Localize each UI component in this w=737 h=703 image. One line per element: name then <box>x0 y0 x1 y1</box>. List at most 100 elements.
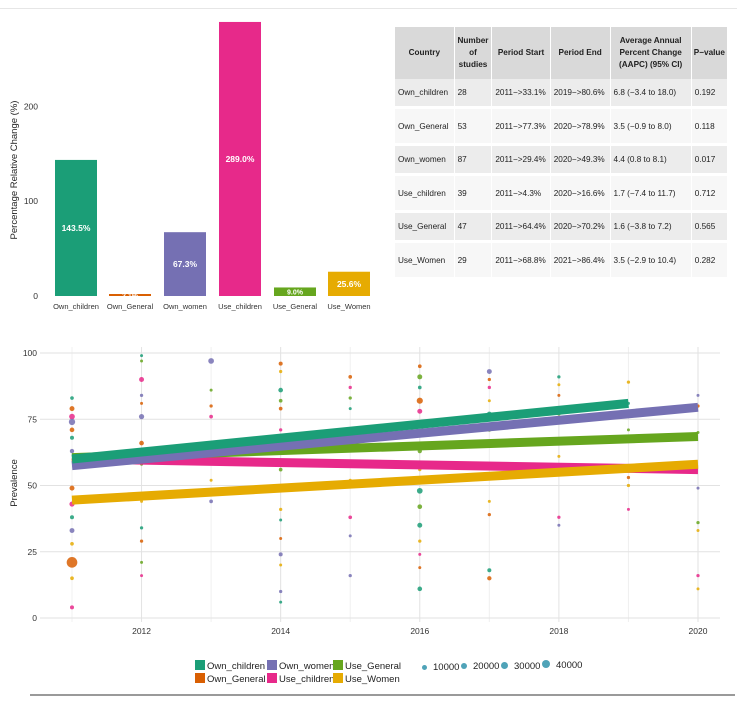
bar-use-women <box>328 271 370 296</box>
cell-studies: 87 <box>454 144 493 176</box>
bar-data-label: 143.5% <box>62 223 91 233</box>
scatter-point <box>139 377 145 382</box>
scatter-point <box>418 552 422 556</box>
col-header-period-end: Period End <box>550 27 611 79</box>
col-header-pvalue: P−value <box>691 27 729 79</box>
legend-item-use-children: Use_children <box>267 673 334 685</box>
cell-period-start: 2011−>64.4% <box>491 211 551 243</box>
scatter-point <box>557 375 561 379</box>
scatter-point <box>696 520 700 525</box>
scatter-point <box>696 393 700 397</box>
cell-period-end: 2021−>86.4% <box>550 241 611 280</box>
scatter-point <box>70 396 74 400</box>
legend-swatch-icon <box>333 673 343 683</box>
scatter-point <box>696 573 700 578</box>
bar-y-axis-title: Percentage Relative Change (%) <box>9 101 20 240</box>
legend-item-use-women: Use_Women <box>333 673 400 685</box>
legend-size-40000: 40000 <box>542 660 582 671</box>
scatter-point <box>70 576 74 581</box>
scatter-point <box>487 377 491 382</box>
scatter-point <box>140 560 144 564</box>
bar-data-label: 67.3% <box>173 259 198 269</box>
scatter-point <box>69 448 75 454</box>
scatter-point <box>348 515 353 520</box>
scatter-point <box>278 361 283 366</box>
scatter-point <box>418 539 422 543</box>
cell-country: Own_women <box>395 144 455 176</box>
line-y-tick-label: 50 <box>28 481 38 491</box>
table-row: Own_children 28 2011−>33.1% 2019−>80.6% … <box>395 79 729 109</box>
scatter-point <box>138 414 145 420</box>
table-row: Own_women 87 2011−>29.4% 2020−>49.3% 4.4… <box>395 144 729 176</box>
scatter-point <box>348 385 352 390</box>
cell-country: Use_children <box>395 174 455 213</box>
scatter-point <box>139 440 144 446</box>
cell-period-end: 2020−>78.9% <box>550 107 611 146</box>
bar-y-tick-label: 200 <box>24 101 38 111</box>
legend-swatch-icon <box>195 673 205 683</box>
line-y-tick-label: 100 <box>23 348 37 358</box>
table-header-row: Country Number of studies Period Start P… <box>395 27 729 79</box>
col-header-aapc: Average Annual Percent Change (AAPC) (95… <box>610 27 692 79</box>
scatter-point <box>209 404 213 408</box>
scatter-point <box>487 399 491 403</box>
table-row: Use_General 47 2011−>64.4% 2020−>70.2% 1… <box>395 211 729 243</box>
legend-swatch-icon <box>195 660 205 670</box>
scatter-point <box>626 428 630 432</box>
cell-aapc: 1.7 (−7.4 to 11.7) <box>610 174 692 213</box>
legend-item-own-general: Own_General <box>195 673 266 685</box>
scatter-point <box>279 600 283 604</box>
scatter-point <box>279 369 283 374</box>
scatter-point <box>278 398 283 403</box>
scatter-point <box>139 526 144 530</box>
cell-period-end: 2020−>70.2% <box>550 211 611 243</box>
bar-use-general <box>274 287 316 296</box>
scatter-point <box>139 393 144 398</box>
scatter-point <box>418 566 422 570</box>
scatter-point <box>487 513 491 517</box>
bar-own-children <box>55 159 97 296</box>
scatter-point <box>486 369 492 375</box>
cell-aapc: 1.6 (−3.8 to 7.2) <box>610 211 692 243</box>
cell-country: Own_children <box>395 79 455 109</box>
scatter-point <box>417 504 423 510</box>
legend-size-10000: 10000 <box>422 662 459 673</box>
bar-y-tick-label: 0 <box>33 291 38 301</box>
scatter-point <box>557 383 561 387</box>
cell-period-end: 2020−>49.3% <box>550 144 611 176</box>
scatter-point <box>69 413 75 420</box>
scatter-point <box>209 478 213 482</box>
scatter-point <box>417 385 422 390</box>
relative-change-bar-chart: Percentage Relative Change (%) 0 100 200 1… <box>9 21 371 311</box>
scatter-point <box>626 507 630 511</box>
size-dot-icon <box>542 660 550 668</box>
cell-period-start: 2011−>68.8% <box>491 241 551 280</box>
size-dot-icon <box>461 663 467 669</box>
cell-period-start: 2011−>77.3% <box>491 107 551 146</box>
bar-data-label: 9.0% <box>287 290 304 297</box>
legend-size-20000: 20000 <box>461 661 499 672</box>
scatter-point <box>487 499 491 503</box>
scatter-point <box>69 515 75 520</box>
col-header-period-start: Period Start <box>491 27 551 79</box>
scatter-point <box>417 586 423 592</box>
cell-aapc: 3.5 (−0.9 to 8.0) <box>610 107 692 146</box>
line-y-axis-title: Prevalence <box>9 459 20 507</box>
scatter-point <box>626 483 631 488</box>
bar-data-label: 25.6% <box>337 279 362 289</box>
scatter-point <box>557 393 561 397</box>
scatter-point <box>696 587 700 591</box>
cell-pvalue: 0.712 <box>691 174 729 213</box>
cell-studies: 53 <box>454 107 493 146</box>
cell-pvalue: 0.118 <box>691 107 729 146</box>
size-dot-icon <box>422 665 427 670</box>
cell-studies: 28 <box>454 79 493 109</box>
cell-aapc: 4.4 (0.8 to 8.1) <box>610 144 692 176</box>
scatter-point <box>278 387 283 393</box>
cell-period-start: 2011−>4.3% <box>491 174 551 213</box>
scatter-point <box>279 428 283 432</box>
scatter-point <box>68 418 76 426</box>
cell-pvalue: 0.017 <box>691 144 729 176</box>
cell-country: Use_Women <box>395 241 455 280</box>
legend-swatch-icon <box>267 660 277 670</box>
